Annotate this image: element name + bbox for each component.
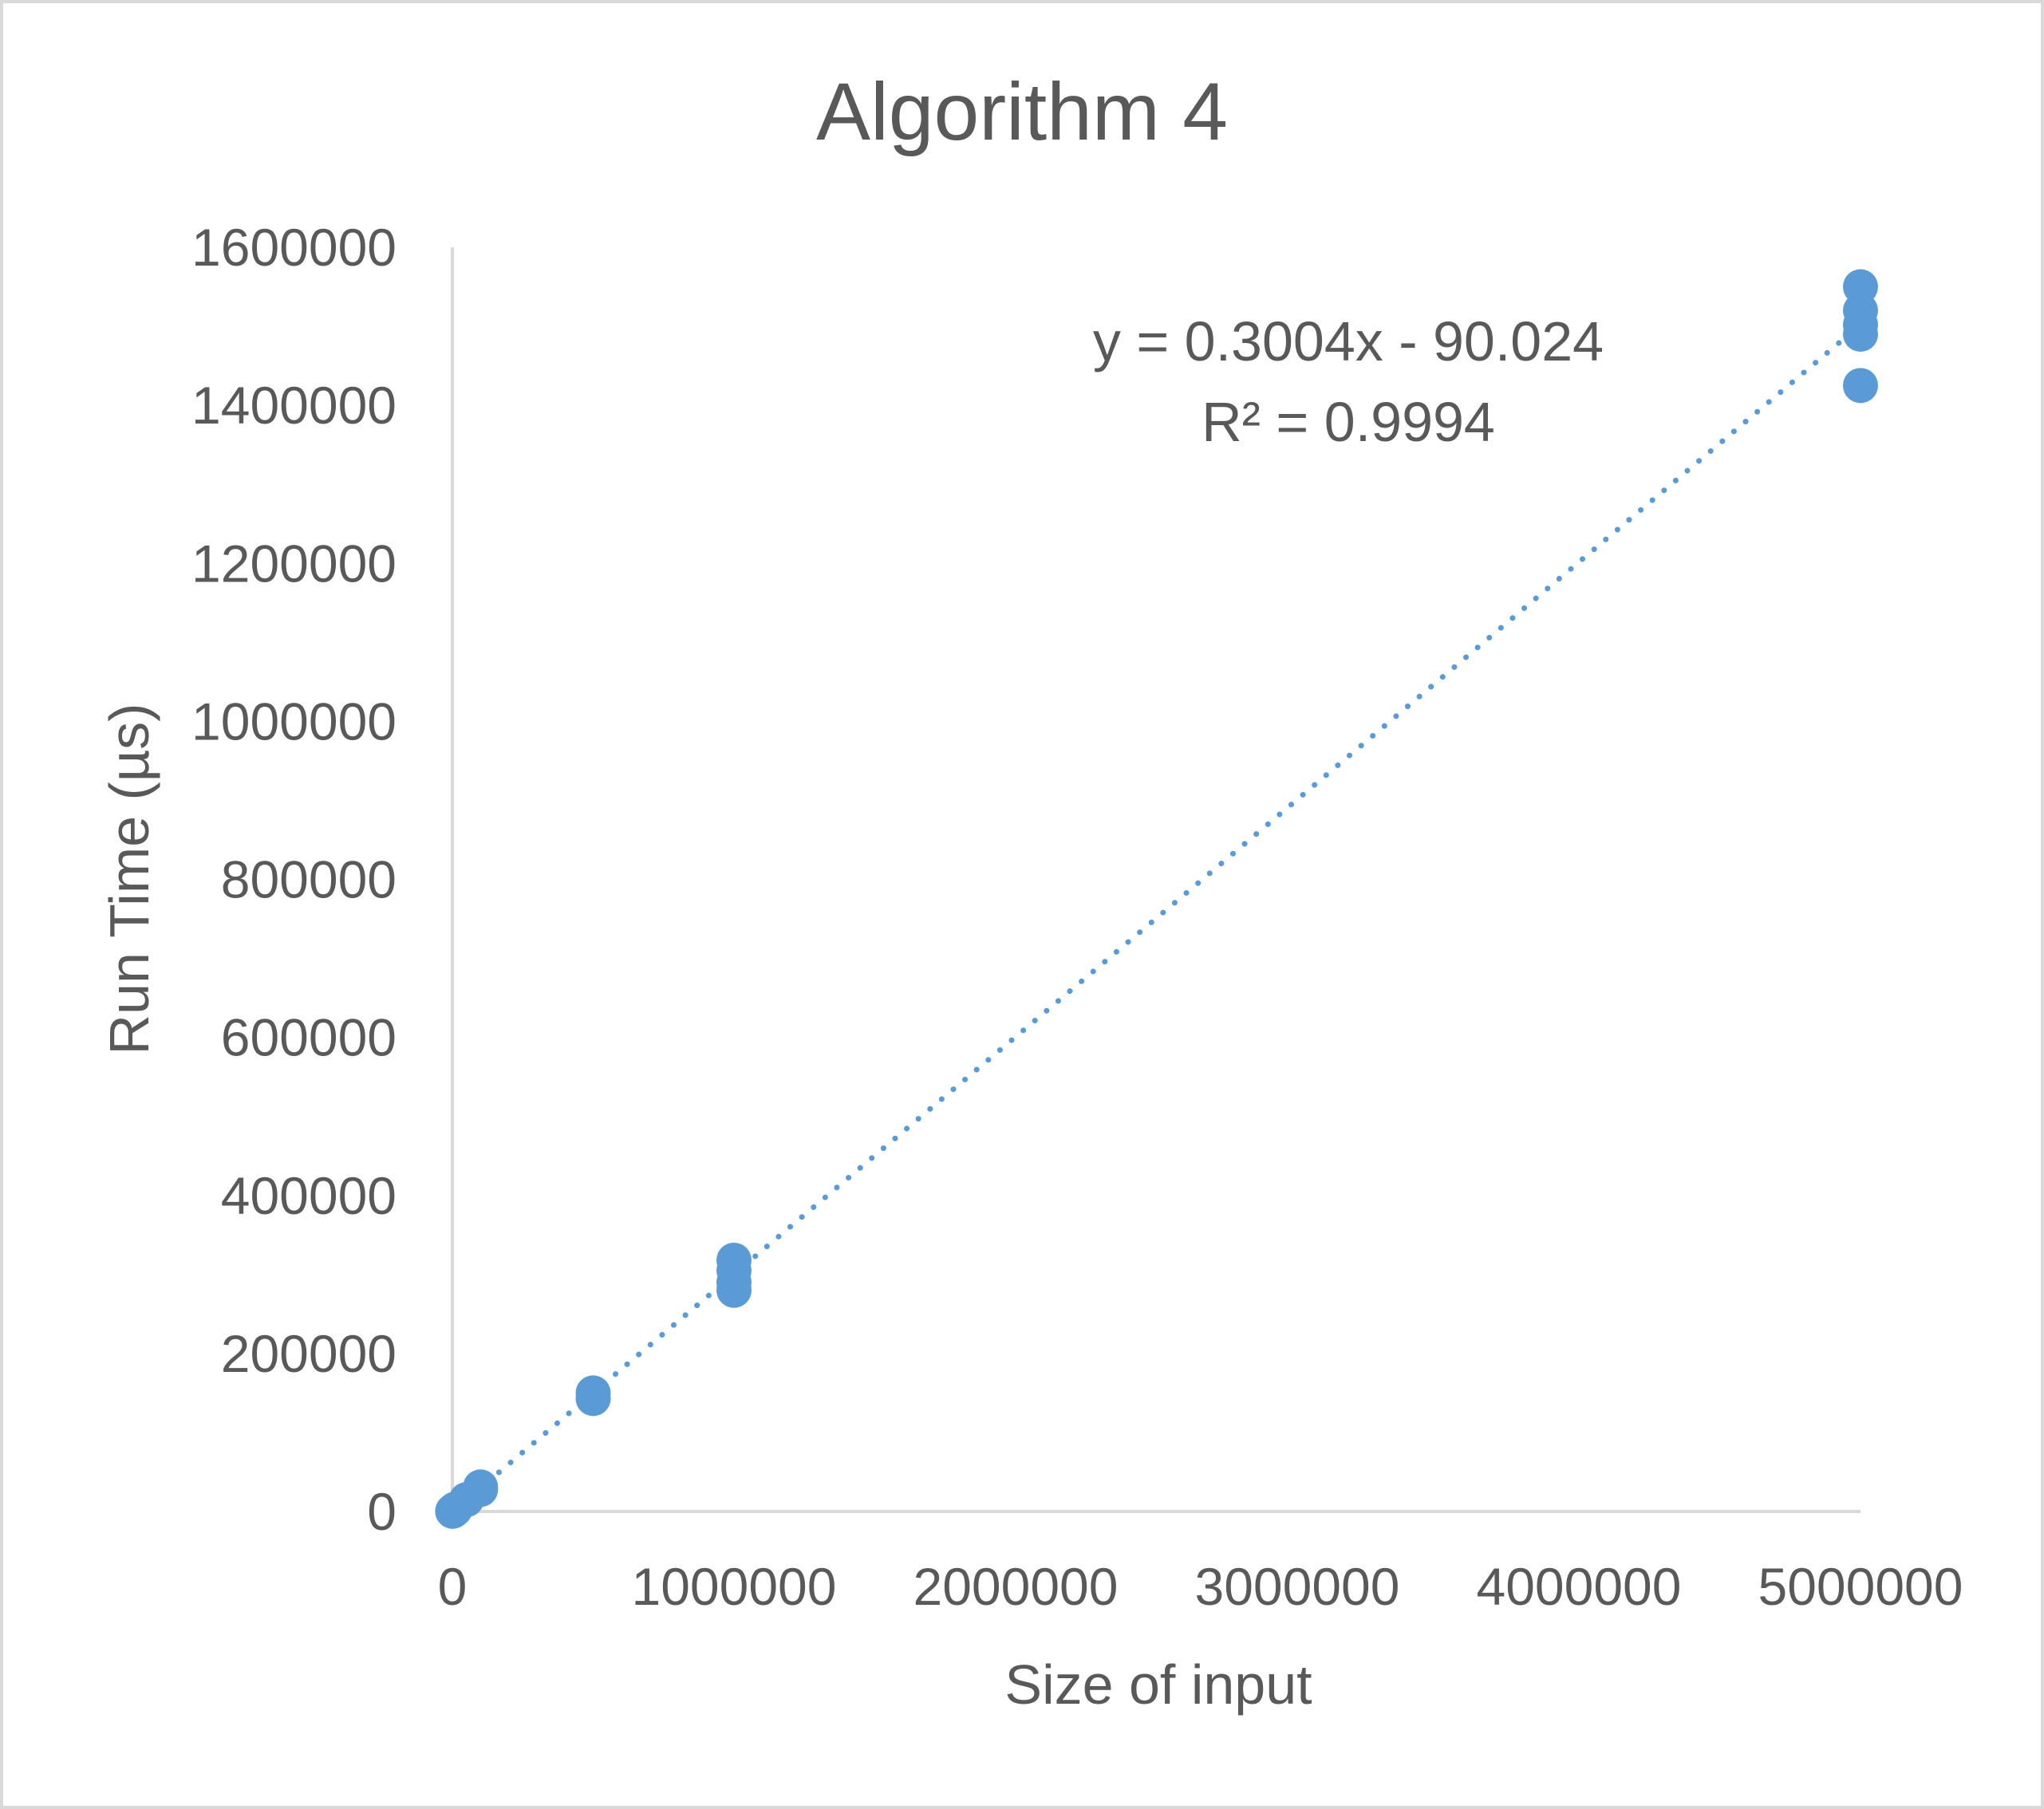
x-tick-label: 2000000 [913,1557,1119,1616]
data-point [1843,368,1878,404]
trendline-equation: y = 0.3004x - 90.024 [1093,310,1604,372]
y-tick-label: 600000 [221,1008,397,1067]
x-tick-label: 0 [438,1557,468,1616]
x-tick-label: 3000000 [1195,1557,1400,1616]
data-points [435,269,1878,1529]
y-axis-title: Run Time (µs) [98,704,160,1055]
y-tick-label: 1400000 [191,376,397,435]
y-tick-label: 1600000 [191,218,397,277]
data-point [716,1242,752,1278]
data-point [575,1375,611,1411]
trendline-r-squared: R² = 0.9994 [1202,391,1495,453]
x-axis-tick-labels: 0 1000000 2000000 3000000 4000000 5000000 [438,1557,1963,1616]
y-tick-label: 200000 [221,1324,397,1383]
data-point [1843,269,1878,305]
x-axis-title: Size of input [1004,1653,1312,1716]
y-axis-tick-labels: 0 200000 400000 600000 800000 1000000 1200000 1… [191,218,397,1541]
x-tick-label: 4000000 [1477,1557,1682,1616]
y-tick-label: 0 [367,1482,397,1541]
y-tick-label: 400000 [221,1166,397,1225]
y-tick-label: 1000000 [191,692,397,751]
y-tick-label: 1200000 [191,534,397,593]
x-tick-label: 5000000 [1758,1557,1963,1616]
data-point [463,1469,499,1505]
chart-title: Algorithm 4 [816,66,1228,157]
x-tick-label: 1000000 [632,1557,837,1616]
y-tick-label: 800000 [221,850,397,909]
trendline [449,321,1864,1515]
